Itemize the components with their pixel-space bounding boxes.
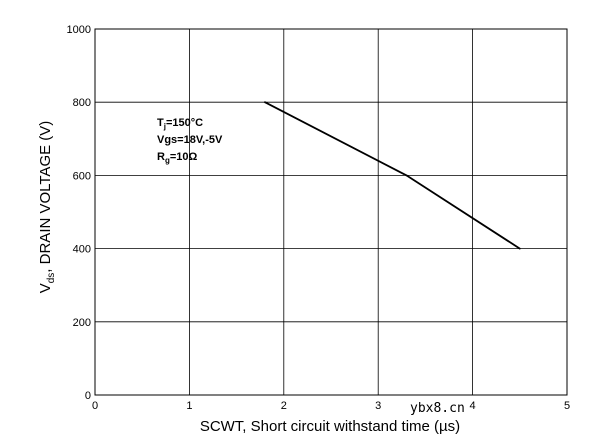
y-tick-labels: 0 200 400 600 800 1000 <box>67 24 91 402</box>
annotation-rg-main: R <box>157 151 165 163</box>
y-axis-title-rest: , DRAIN VOLTAGE (V) <box>37 121 54 273</box>
x-tick-label: 1 <box>186 400 192 412</box>
series-point <box>518 247 521 250</box>
x-tick-label: 5 <box>564 400 570 412</box>
y-tick-label: 1000 <box>67 24 91 36</box>
annotation-tj-main: T <box>157 117 164 129</box>
y-tick-label: 800 <box>73 97 91 109</box>
grid-lines <box>94 28 568 396</box>
y-axis-title-main: V <box>37 283 54 293</box>
watermark: ybx8.cn <box>410 401 465 416</box>
y-tick-label: 600 <box>73 170 91 182</box>
annotation-tj-sub: j <box>163 122 166 131</box>
conditions-annotation: Tj=150°C Vgs=18V,-5V Rg=10Ω <box>157 117 223 165</box>
annotation-rg: Rg=10Ω <box>157 151 198 165</box>
annotation-rg-rest: =10Ω <box>170 151 198 163</box>
annotation-tj-rest: =150°C <box>166 117 203 129</box>
x-tick-label: 2 <box>281 400 287 412</box>
y-tick-label: 200 <box>73 317 91 329</box>
x-tick-label: 0 <box>92 400 98 412</box>
y-axis-title: Vds, DRAIN VOLTAGE (V) <box>37 121 57 294</box>
x-tick-label: 4 <box>470 400 476 412</box>
x-axis-title: SCWT, Short circuit withstand time (µs) <box>200 418 460 435</box>
series-group <box>264 101 521 250</box>
x-tick-labels: 0 1 2 3 4 5 <box>92 400 570 412</box>
annotation-vgs: Vgs=18V,-5V <box>157 134 223 146</box>
x-tick-label: 3 <box>375 400 381 412</box>
annotation-rg-sub: g <box>165 156 170 165</box>
y-axis-title-sub: ds <box>46 273 57 284</box>
series-point <box>264 101 266 104</box>
plot-frame <box>94 28 568 396</box>
y-tick-label: 0 <box>85 390 91 402</box>
series-point <box>405 174 408 177</box>
annotation-tj: Tj=150°C <box>157 117 203 131</box>
y-tick-label: 400 <box>73 244 91 256</box>
